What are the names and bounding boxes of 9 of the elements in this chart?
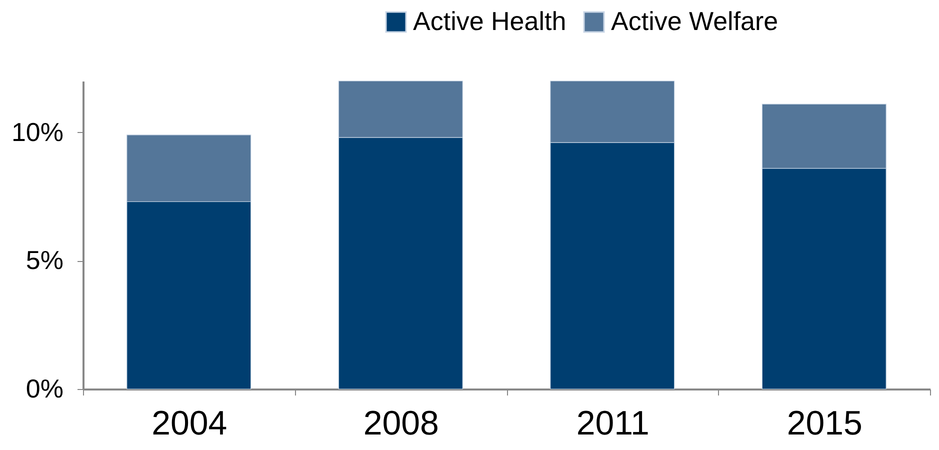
x-tick-label: 2004	[152, 404, 228, 442]
y-tick-label: 0%	[26, 374, 64, 404]
x-tick-label: 2008	[363, 404, 439, 442]
x-tick-label: 2015	[786, 404, 862, 442]
legend-label: Active Welfare	[611, 6, 778, 36]
y-tick-label: 5%	[26, 245, 64, 276]
x-tick-label: 2011	[576, 404, 650, 442]
y-tick-label: 10%	[11, 116, 64, 147]
legend-label: Active Health	[413, 6, 566, 36]
